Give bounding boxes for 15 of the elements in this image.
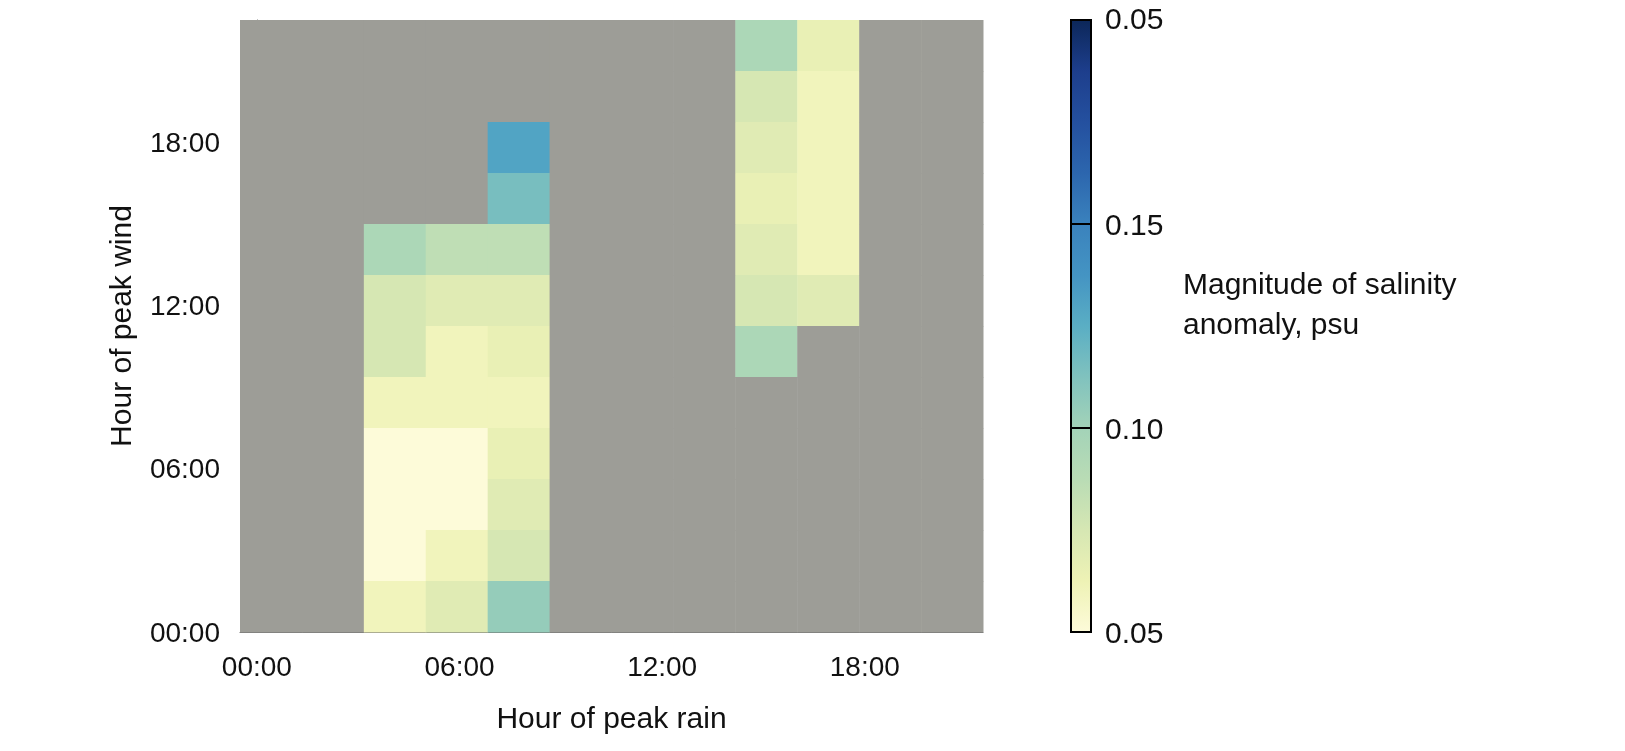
x-tick-label: 12:00 bbox=[627, 650, 698, 682]
x-tick-label: 00:00 bbox=[221, 650, 292, 682]
color-bar-label: 0.05 bbox=[1105, 615, 1164, 649]
x-tick-label: 06:00 bbox=[424, 650, 495, 682]
y-tick-label: 18:00 bbox=[149, 126, 220, 158]
text: 0.05 bbox=[1105, 1, 1164, 35]
color-bar-title: Magnitude of salinity anomaly, psu bbox=[1183, 266, 1465, 340]
color-bar-label: 0.10 bbox=[1105, 411, 1164, 445]
x-axis-title: Hour of peak rain bbox=[496, 700, 727, 734]
color-bar-label: 0.15 bbox=[1105, 207, 1164, 241]
y-tick-label: 06:00 bbox=[149, 453, 220, 485]
x-tick-label: 18:00 bbox=[829, 650, 900, 682]
y-tick-label: 00:00 bbox=[149, 616, 220, 648]
y-tick-label: 12:00 bbox=[149, 290, 220, 322]
y-axis-title: Hour of peak wind bbox=[103, 205, 137, 447]
